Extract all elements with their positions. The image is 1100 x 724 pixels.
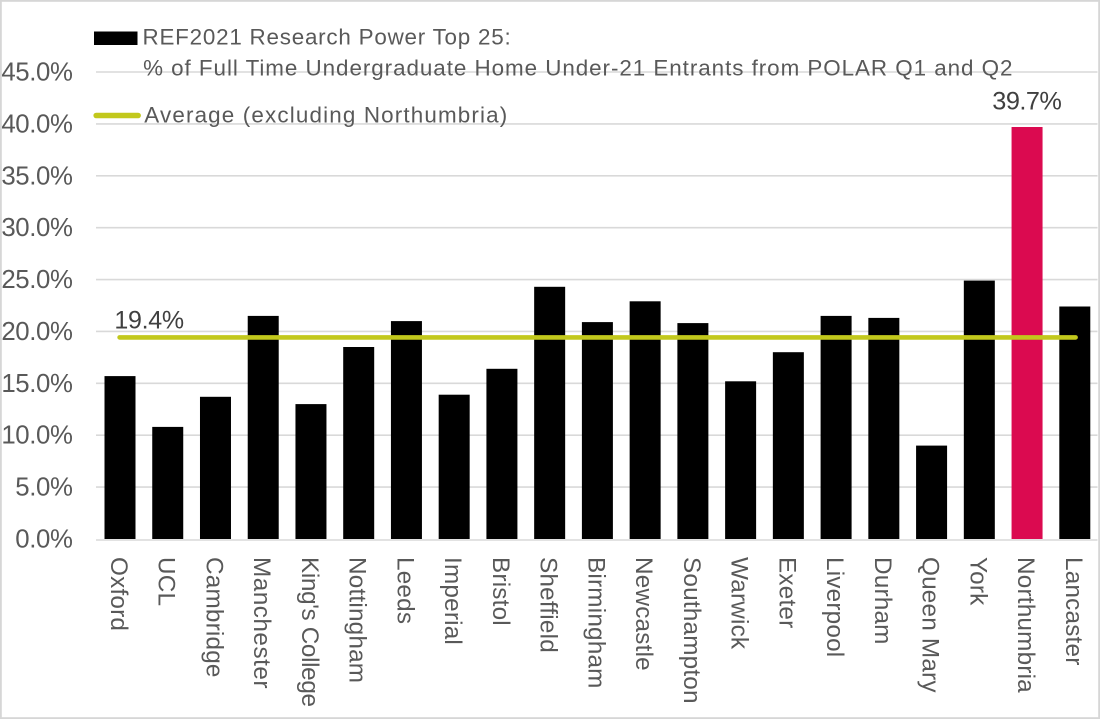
svg-text:UCL: UCL bbox=[153, 557, 180, 606]
svg-text:45.0%: 45.0% bbox=[1, 59, 73, 87]
svg-text:5.0%: 5.0% bbox=[15, 474, 73, 502]
svg-text:Sheffield: Sheffield bbox=[535, 557, 562, 653]
svg-text:Cambridge: Cambridge bbox=[201, 557, 228, 678]
svg-text:Exeter: Exeter bbox=[773, 557, 800, 628]
svg-text:REF2021 Research Power Top 25:: REF2021 Research Power Top 25: bbox=[143, 24, 512, 49]
svg-text:35.0%: 35.0% bbox=[1, 162, 73, 190]
svg-text:Warwick: Warwick bbox=[726, 557, 753, 650]
svg-text:0.0%: 0.0% bbox=[15, 526, 73, 554]
svg-text:Lancaster: Lancaster bbox=[1060, 557, 1087, 666]
svg-text:Leeds: Leeds bbox=[391, 557, 418, 624]
svg-text:40.0%: 40.0% bbox=[1, 110, 73, 138]
svg-text:Durham: Durham bbox=[869, 557, 896, 645]
svg-text:Birmingham: Birmingham bbox=[582, 557, 609, 689]
svg-text:15.0%: 15.0% bbox=[1, 370, 73, 398]
svg-text:Queen Mary: Queen Mary bbox=[917, 557, 944, 693]
svg-text:Imperial: Imperial bbox=[439, 557, 466, 645]
svg-text:25.0%: 25.0% bbox=[1, 266, 73, 294]
svg-text:Average (excluding Northumbria: Average (excluding Northumbria) bbox=[144, 102, 508, 127]
svg-text:10.0%: 10.0% bbox=[1, 422, 73, 450]
svg-text:39.7%: 39.7% bbox=[992, 88, 1061, 116]
svg-text:Nottingham: Nottingham bbox=[344, 557, 371, 683]
svg-text:30.0%: 30.0% bbox=[1, 214, 73, 242]
svg-text:Newcastle: Newcastle bbox=[630, 557, 657, 671]
svg-text:Bristol: Bristol bbox=[487, 557, 514, 626]
svg-text:Southampton: Southampton bbox=[678, 557, 705, 704]
svg-text:19.4%: 19.4% bbox=[114, 307, 183, 335]
svg-text:20.0%: 20.0% bbox=[1, 318, 73, 346]
svg-text:York: York bbox=[964, 557, 991, 606]
svg-text:Liverpool: Liverpool bbox=[821, 557, 848, 657]
svg-text:% of Full Time Undergraduate H: % of Full Time Undergraduate Home Under-… bbox=[143, 55, 1013, 80]
svg-text:Northumbria: Northumbria bbox=[1012, 557, 1039, 693]
svg-text:Manchester: Manchester bbox=[248, 557, 275, 689]
svg-text:Oxford: Oxford bbox=[105, 557, 132, 631]
svg-text:King's College: King's College bbox=[296, 557, 323, 707]
